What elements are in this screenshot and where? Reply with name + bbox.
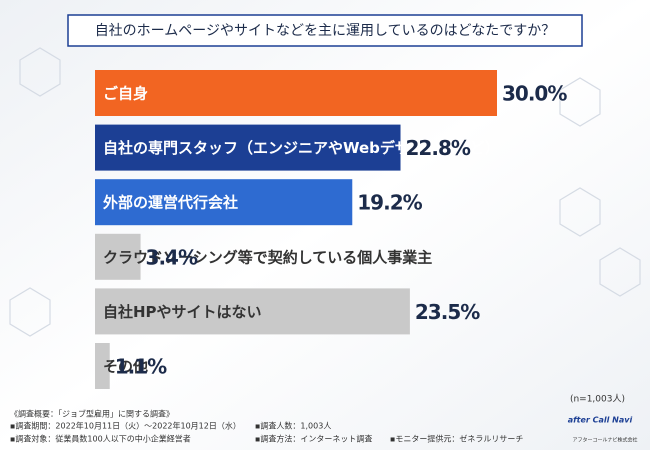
value-label: 22.8% (406, 136, 471, 160)
bar (95, 179, 353, 226)
value-label: 19.2% (357, 191, 422, 215)
hex-pattern (9, 47, 641, 337)
bar (95, 233, 141, 280)
value-label: 3.4% (146, 245, 198, 269)
footnote: ▪調査人数：1,003人 (255, 421, 331, 431)
category-label: 自社HPやサイトはない (103, 303, 262, 321)
survey-title: 《調査概要：「ジョブ型雇用」に関する調査》 (10, 409, 174, 419)
bar (95, 124, 401, 171)
bar (95, 70, 497, 116)
category-label: 外部の運営代行会社 (102, 194, 238, 212)
category-label: クラウドソーシング等で契約している個人事業主 (103, 248, 432, 266)
category-label: ご自身 (103, 85, 148, 103)
footnote: ▪調査方法：インターネット調査 (255, 434, 372, 444)
category-label: 自社の専門スタッフ（エンジニアやWebデザイナーなど） (103, 139, 500, 157)
logo-company: アフターコールナビ株式会社 (572, 437, 637, 444)
value-label: 30.0% (502, 82, 567, 106)
value-label: 1.1% (115, 355, 167, 379)
title-box (67, 14, 583, 47)
footnote: ▪モニター提供元：ゼネラルリサーチ (390, 434, 523, 444)
bar (95, 288, 410, 335)
logo: after Call Navi (568, 416, 633, 425)
category-label: その他 (103, 358, 148, 376)
footnote: ▪調査対象：従業員数100人以下の中小企業経営者 (10, 434, 191, 444)
bar (95, 343, 110, 389)
value-label: 23.5% (415, 300, 480, 324)
sample-size: (n=1,003人) (570, 394, 625, 405)
footnote: ▪調査期間：2022年10月11日（火）〜2022年10月12日（水） (10, 421, 241, 431)
chart-title: 自社のホームページやサイトなどを主に運用しているのはどなたですか？ (95, 23, 556, 39)
